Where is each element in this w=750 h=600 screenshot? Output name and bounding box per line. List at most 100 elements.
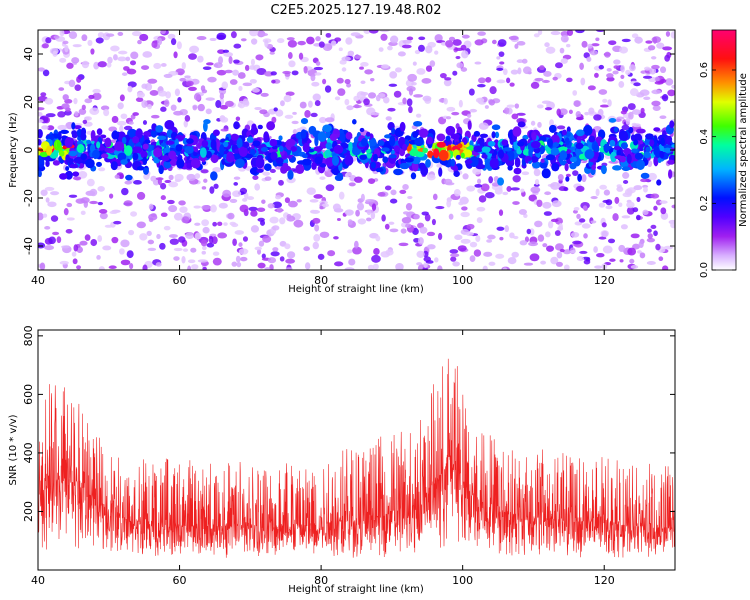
spectrogram-cell: [408, 88, 414, 96]
spectrogram-cell: [621, 166, 631, 172]
spectrogram-cell: [440, 41, 447, 46]
spectrogram-cell: [575, 30, 585, 34]
spectrogram-cell: [620, 74, 625, 80]
spectrogram-cell: [528, 241, 539, 247]
spectrogram-cell: [402, 211, 410, 215]
spectrogram-cell: [667, 89, 675, 97]
spectrogram-cell: [636, 196, 641, 203]
spectrogram-cell: [579, 153, 585, 160]
spectrogram-cell: [530, 120, 536, 126]
spectrogram-cell: [199, 147, 207, 158]
spectrogram-cell: [415, 113, 422, 118]
spectrogram-cell: [41, 43, 49, 49]
spectrogram-cell: [348, 182, 356, 187]
spectrogram-cell: [593, 114, 602, 121]
spectrogram-cell: [555, 261, 563, 267]
spectrogram-cell: [626, 201, 635, 209]
spectrogram-cell: [578, 218, 586, 223]
spectrogram-cell: [217, 232, 228, 239]
spectrogram-cell: [389, 135, 396, 147]
spectrogram-cell: [318, 41, 325, 48]
spectrogram-cell: [475, 235, 481, 242]
spectrogram-cell: [371, 112, 380, 116]
spectrogram-cell: [602, 98, 608, 103]
spectrogram-cell: [556, 108, 562, 116]
spectrogram-cell: [72, 171, 80, 177]
snr-x-ticks: 40 60 80 100 120: [31, 330, 615, 587]
spectrogram-cell: [303, 246, 310, 252]
spectrogram-cell: [257, 262, 266, 269]
spectrogram-cell: [38, 111, 43, 117]
spectrogram-cell: [110, 139, 117, 144]
spectrogram-cell: [157, 37, 163, 46]
spectrogram-cell: [514, 157, 521, 168]
spectrogram-cell: [132, 112, 139, 116]
spectrogram-cell: [595, 37, 600, 42]
spectrogram-cell: [46, 125, 55, 131]
spectrogram-cell: [163, 160, 172, 169]
spectrogram-cell: [375, 167, 384, 173]
spectrogram-cell: [235, 116, 241, 122]
snr-y-tick-label: 600: [22, 384, 35, 405]
spectrogram-cell: [513, 139, 519, 151]
spectrogram-cell: [372, 263, 379, 270]
spectrogram-cell: [133, 180, 142, 185]
spectrogram-cell: [461, 206, 468, 211]
spectrogram-cell: [307, 68, 318, 77]
spectrogram-cell: [665, 135, 673, 144]
spectrogram-cell: [652, 105, 661, 111]
spectrogram-cell: [345, 172, 353, 177]
colorbar: 0.0 0.2 0.4 0.6 Normalized spectral amplitu…: [699, 29, 749, 278]
spectrogram-cell: [102, 245, 112, 251]
spectrogram-cell: [356, 202, 365, 211]
spectrogram-cell: [434, 34, 443, 42]
spectrogram-cell: [366, 217, 372, 222]
spectrogram-cell: [263, 163, 272, 172]
spectrogram-cell: [173, 256, 180, 261]
spectrogram-cell: [434, 50, 439, 55]
spectrogram-cell: [544, 107, 553, 111]
spectrogram-cell: [544, 191, 552, 196]
spectrogram-cell: [205, 150, 212, 159]
spectrogram-cell: [319, 205, 324, 210]
spectrogram-cell: [222, 189, 232, 198]
spectrogram-cell: [426, 174, 436, 181]
spectrogram-cell: [518, 209, 527, 215]
spectrogram-cell: [573, 100, 581, 108]
spectrogram-cell: [583, 233, 588, 239]
spectrogram-cell: [603, 189, 611, 196]
spectrogram-cell: [406, 36, 414, 41]
spectrogram-cell: [68, 79, 76, 88]
spectrogram-cell: [630, 233, 640, 239]
spectrogram-cell: [409, 148, 419, 157]
spectrogram-cell: [431, 218, 436, 226]
spectrogram-cell: [59, 173, 68, 180]
spectrogram-cell: [126, 68, 137, 75]
spectrogram-cell: [626, 206, 635, 215]
spectrogram-cell: [269, 168, 276, 174]
spectrogram-cell: [275, 157, 284, 164]
spectrogram-cell: [313, 66, 324, 71]
spectrogram-cell: [168, 181, 179, 188]
spectrogram-cell: [632, 207, 639, 213]
spectrogram-cells: [38, 30, 675, 270]
spectrogram-cell: [453, 170, 460, 177]
spectrogram-cell: [487, 140, 496, 147]
spectrogram-cell: [422, 267, 428, 270]
spectrogram-cell: [40, 189, 48, 197]
snr-y-label: SNR (10 * v/v): [8, 414, 19, 485]
spectrogram-cell: [357, 218, 367, 225]
spectrogram-cell: [141, 83, 148, 89]
spectrogram-cell: [155, 262, 162, 267]
spectrogram-cell: [38, 139, 42, 146]
spectrogram-cell: [622, 180, 629, 184]
spectrogram-cell: [614, 155, 623, 160]
spectrogram-cell: [575, 110, 582, 118]
spectrogram-cell: [260, 220, 266, 226]
spectrogram-cell: [344, 79, 351, 85]
spectrogram-cell: [333, 236, 339, 240]
spectrogram-cell: [63, 208, 69, 216]
spectrogram-cell: [96, 128, 103, 136]
spectrogram-cell: [420, 165, 429, 176]
spectrogram-cell: [542, 79, 550, 83]
